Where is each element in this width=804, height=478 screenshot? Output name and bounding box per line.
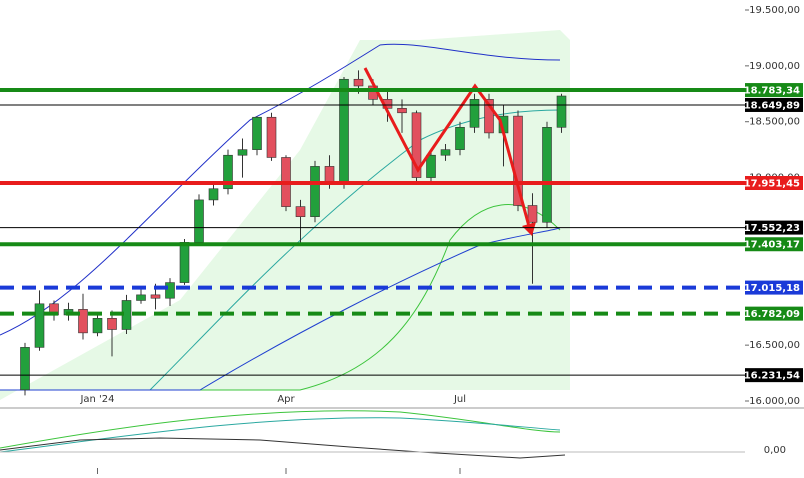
long-average (0, 227, 561, 391)
candle-body (339, 78, 349, 184)
pattern-arrow (363, 67, 532, 231)
candle-body (310, 166, 320, 217)
x-tick-label: Jan '24 (79, 394, 114, 405)
level-box (745, 237, 803, 252)
candle-body (136, 294, 146, 301)
level-label: 18.649,89 (744, 100, 800, 111)
y-tick-label: 19.500,00 (749, 5, 800, 16)
indicator-signal (0, 417, 561, 453)
level-label: 17.015,18 (744, 283, 800, 294)
candle-body (324, 166, 335, 184)
candle-body (92, 318, 103, 334)
candle-body (194, 199, 204, 243)
upper-band (0, 43, 561, 336)
level-label: 16.231,54 (744, 371, 800, 382)
candle-body (397, 108, 407, 114)
candle-body (150, 294, 161, 299)
level-box (745, 97, 803, 112)
candle-body (179, 242, 190, 283)
x-tick-label: Jul (453, 394, 466, 405)
level-box (745, 368, 803, 383)
candle-body (556, 95, 567, 128)
level-label: 18.783,34 (744, 86, 800, 97)
candle-body (527, 205, 538, 223)
indicator-histogram (0, 437, 566, 459)
level-label: 17.951,45 (744, 178, 800, 189)
candle-body (208, 188, 219, 201)
arrow-head (522, 222, 536, 236)
candle-body (78, 309, 88, 334)
band-shade (0, 30, 570, 400)
level-label: 17.403,17 (744, 240, 800, 251)
level-box (745, 220, 803, 235)
candle-body (266, 116, 277, 158)
level-box (745, 306, 803, 321)
candle-body (20, 347, 30, 391)
candle-body (513, 115, 523, 206)
level-box (745, 280, 803, 295)
candle-body (455, 127, 465, 150)
y-tick-label: 18.500,00 (749, 117, 800, 128)
x-tick-label: Apr (277, 394, 295, 405)
candle-body (34, 303, 45, 348)
moving-average (149, 109, 561, 391)
candle-body (353, 78, 364, 87)
level-label: 16.782,09 (744, 309, 800, 320)
y-tick-label: 16.000,00 (749, 396, 800, 407)
level-label: 17.552,23 (744, 223, 800, 234)
level-box (745, 83, 803, 98)
candle-body (107, 318, 117, 330)
candle-body (469, 99, 480, 128)
indicator-tick-label: 0,00 (764, 445, 786, 456)
candle-body (426, 154, 436, 178)
candle-body (542, 127, 552, 223)
level-box (745, 175, 803, 190)
y-tick-label: 16.500,00 (749, 340, 800, 351)
candle-body (411, 112, 422, 178)
candle-body (295, 206, 306, 217)
candle-body (237, 149, 248, 156)
candle-body (165, 282, 175, 299)
y-tick-label: 19.000,00 (749, 61, 800, 72)
candle-body (484, 99, 494, 134)
candle-body (223, 154, 233, 190)
candle-body (252, 116, 262, 150)
candle-body (440, 149, 451, 156)
indicator-line (0, 410, 561, 449)
